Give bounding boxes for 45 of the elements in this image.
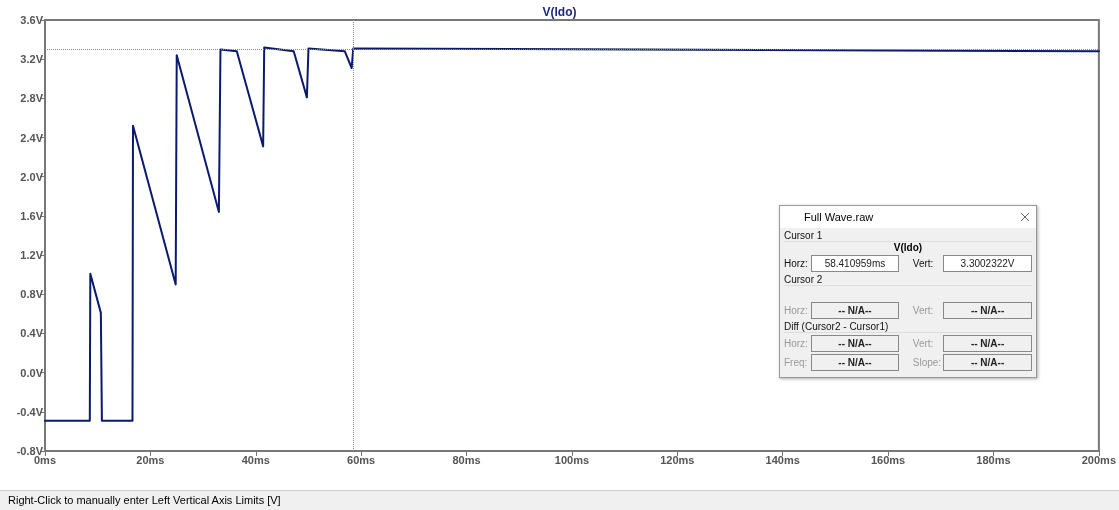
- annotation: V(ldo): [892, 242, 924, 253]
- text: Right-Click to manually enter Left Vertical Axis Limits [V]: [0, 490, 1119, 510]
- annotation: Full Wave.raw: [803, 211, 874, 223]
- line-series: [44, 46, 1100, 422]
- annotation: -- N/A--: [943, 354, 1032, 371]
- y-tick-label: 2.8V: [20, 92, 44, 105]
- x-tick-label: 160ms: [870, 453, 906, 466]
- annotation: Diff (Cursor2 - Cursor1): [784, 321, 1032, 333]
- y-tick-label: 3.2V: [20, 53, 44, 66]
- annotation: Cursor 1: [784, 230, 1032, 242]
- y-tick-label: 3.6V: [20, 14, 44, 26]
- annotation: Vert:: [912, 338, 935, 349]
- annotation: -- N/A--: [943, 302, 1032, 319]
- annotation: Horz:: [784, 258, 809, 269]
- y-tick-label: 2.4V: [20, 131, 44, 144]
- annotation: Freq:: [784, 357, 809, 368]
- y-tick-label: 1.2V: [20, 249, 44, 262]
- chart-title: V(ldo): [542, 5, 577, 19]
- annotation: 3.3002322V: [943, 255, 1032, 272]
- y-tick-label: 0.8V: [20, 288, 44, 301]
- annotation: Vert:: [912, 305, 935, 316]
- annotation: Horz:: [784, 305, 809, 316]
- y-tick-label: 0.0V: [20, 366, 44, 379]
- annotation: 58.410959ms: [810, 255, 900, 272]
- x-tick-label: 80ms: [452, 453, 481, 466]
- y-tick-label: 2.0V: [20, 170, 44, 183]
- annotation: Slope:: [912, 357, 942, 368]
- x-tick-label: 120ms: [660, 453, 695, 466]
- annotation: Cursor 2: [784, 274, 1032, 286]
- annotation: -- N/A--: [810, 302, 900, 319]
- x-tick-label: 60ms: [347, 453, 376, 466]
- y-tick-label: -0.4V: [16, 405, 44, 418]
- y-tick-label: 1.6V: [20, 209, 44, 222]
- annotation: Horz:: [784, 338, 809, 349]
- x-tick-label: 20ms: [136, 453, 165, 466]
- y-tick-label: 0.4V: [20, 327, 44, 340]
- x-tick-label: 140ms: [765, 453, 800, 466]
- annotation: -- N/A--: [810, 335, 900, 352]
- x-tick-label: 180ms: [976, 453, 1011, 466]
- annotation: -- N/A--: [810, 354, 900, 371]
- annotation: Vert:: [912, 258, 935, 269]
- x-tick-label: 200ms: [1081, 453, 1117, 466]
- x-tick-label: 100ms: [554, 453, 590, 466]
- x-tick-label: 40ms: [241, 453, 270, 466]
- annotation: -- N/A--: [943, 335, 1032, 352]
